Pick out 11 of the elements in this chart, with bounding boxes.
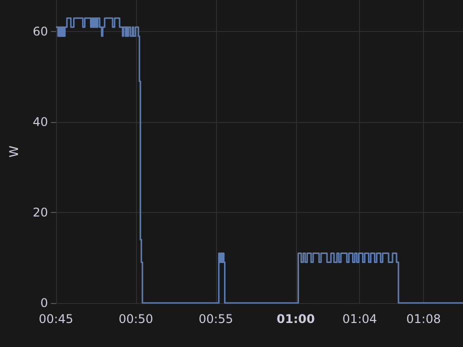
x-tick-label: 01:08 [406,312,441,326]
x-tick-label: 00:50 [118,312,154,326]
x-tick-label: 00:55 [198,312,234,326]
x-tick-label: 01:04 [342,312,378,326]
y-tick-label: 40 [32,115,48,130]
y-axis-title: W [7,145,21,158]
y-tick-label: 0 [40,296,48,310]
y-tick-label: 60 [32,24,48,39]
x-tick-label: 00:45 [38,312,74,326]
y-tick-label: 20 [32,206,48,220]
x-tick-label: 01:00 [276,312,315,326]
